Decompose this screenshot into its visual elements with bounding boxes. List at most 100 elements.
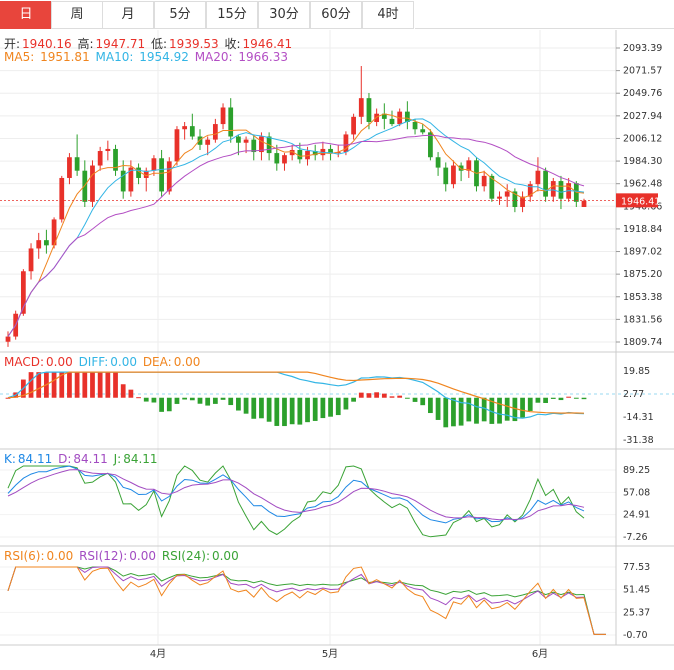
candle-body — [120, 170, 126, 192]
candle-body — [550, 181, 556, 197]
rsi6-line — [7, 566, 606, 635]
macd-bar — [435, 397, 441, 420]
close-value: 1946.41 — [242, 37, 293, 51]
candle-body — [51, 219, 57, 246]
j-label: J: — [113, 452, 122, 466]
candle-body — [527, 184, 533, 197]
macd-bar — [550, 397, 556, 399]
macd-bar — [220, 397, 226, 400]
d-value: 84.11 — [73, 452, 108, 466]
candle-body — [36, 240, 42, 249]
tab-60min[interactable]: 60分 — [310, 1, 362, 29]
candle-body — [67, 157, 72, 178]
kdj-header: K: 84.11 D: 84.11 J: 84.11 — [4, 452, 160, 466]
period-tabs: 日 周 月 5分 15分 30分 60分 4时 — [0, 0, 674, 30]
tab-week[interactable]: 周 — [51, 1, 103, 29]
x-tick-label: 5月 — [322, 648, 338, 660]
candle-body — [412, 121, 418, 130]
rsi12-label: RSI(12): — [79, 549, 128, 563]
macd-bar — [374, 392, 380, 398]
y-tick-label: 1897.02 — [623, 247, 662, 258]
tab-15min[interactable]: 15分 — [206, 1, 258, 29]
macd-bar — [289, 397, 295, 425]
candle-body — [189, 126, 195, 137]
macd-panel — [0, 371, 674, 428]
macd-bar — [428, 397, 433, 414]
ma20-line — [7, 134, 585, 337]
y-tick-label: 2027.94 — [623, 111, 662, 122]
y-axis-labels: 2093.39 2071.57 2049.76 2027.94 2006.12 1984.… — [616, 43, 662, 641]
x-tick-label: 4月 — [150, 648, 166, 660]
candle-body — [312, 151, 318, 156]
tab-day[interactable]: 日 — [0, 1, 52, 29]
ma5-value: 1951.81 — [40, 50, 90, 64]
y-tick-label: 1918.84 — [623, 224, 662, 235]
macd-bar — [543, 397, 548, 403]
rsi-y-tick-label: 77.53 — [623, 562, 650, 573]
macd-bar — [97, 372, 103, 398]
macd-y-tick-label: -31.38 — [623, 435, 654, 446]
ma10-line — [7, 118, 585, 337]
y-tick-label: 2049.76 — [623, 88, 662, 99]
macd-bar — [443, 397, 449, 428]
x-axis-labels: 4月 5月 6月 — [150, 648, 548, 660]
candle-body — [381, 113, 387, 119]
candle-body — [136, 167, 141, 178]
rsi24-line — [7, 566, 606, 635]
candle-body — [59, 177, 65, 220]
axis-frame — [0, 30, 674, 646]
macd-bar — [504, 397, 510, 421]
y-tick-label: 1853.38 — [623, 292, 662, 303]
tab-5min[interactable]: 5分 — [154, 1, 206, 29]
macd-bar — [51, 372, 57, 398]
k-label: K: — [4, 452, 16, 466]
tab-month[interactable]: 月 — [102, 1, 154, 29]
macd-bar — [259, 397, 264, 419]
macd-bar — [159, 397, 164, 412]
candle-body — [289, 149, 295, 156]
candle-body — [428, 132, 433, 158]
ma5-label: MA5: — [4, 50, 35, 64]
candle-body — [451, 165, 456, 185]
macd-bar — [527, 397, 533, 411]
y-tick-label: 1984.30 — [623, 156, 662, 167]
macd-bar — [90, 372, 95, 398]
macd-bar — [358, 392, 364, 398]
macd-bar — [366, 393, 372, 398]
ma5-line — [7, 113, 585, 337]
macd-bar — [320, 397, 326, 419]
candle-body — [205, 139, 211, 145]
rsi6-label: RSI(6): — [4, 549, 45, 563]
macd-bar — [205, 397, 211, 406]
candle-body — [420, 129, 426, 133]
macd-header: MACD: 0.00 DIFF: 0.00 DEA: 0.00 — [4, 355, 202, 369]
macd-bar — [251, 397, 257, 419]
macd-bar — [497, 397, 502, 424]
candle-body — [481, 175, 487, 187]
tab-bar-filler — [415, 1, 674, 29]
last-price-text: 1946.41 — [621, 196, 660, 207]
rsi24-label: RSI(24): — [161, 549, 210, 563]
candle-body — [243, 139, 249, 143]
y-tick-label: 1962.48 — [623, 179, 662, 190]
macd-bar — [197, 397, 203, 404]
candle-body — [166, 161, 172, 192]
candle-body — [128, 167, 134, 192]
rsi6-value: 0.00 — [46, 549, 74, 563]
rsi12-value: 0.00 — [129, 549, 156, 563]
candle-body — [343, 134, 349, 153]
candle-body — [236, 136, 241, 143]
candle-body — [543, 170, 548, 197]
j-line — [7, 465, 585, 538]
macd-bar — [67, 372, 72, 398]
candle-body — [389, 118, 395, 125]
ma-header: MA5: 1951.81 MA10: 1954.92 MA20: 1966.33 — [4, 50, 290, 64]
tab-4hour[interactable]: 4时 — [362, 1, 414, 29]
candle-body — [228, 107, 234, 137]
dea-label: DEA: — [142, 355, 172, 369]
macd-bar — [82, 372, 88, 398]
ma10-label: MA10: — [95, 50, 134, 64]
macd-bar — [474, 397, 479, 424]
tab-30min[interactable]: 30分 — [258, 1, 310, 29]
candle-body — [74, 157, 80, 171]
